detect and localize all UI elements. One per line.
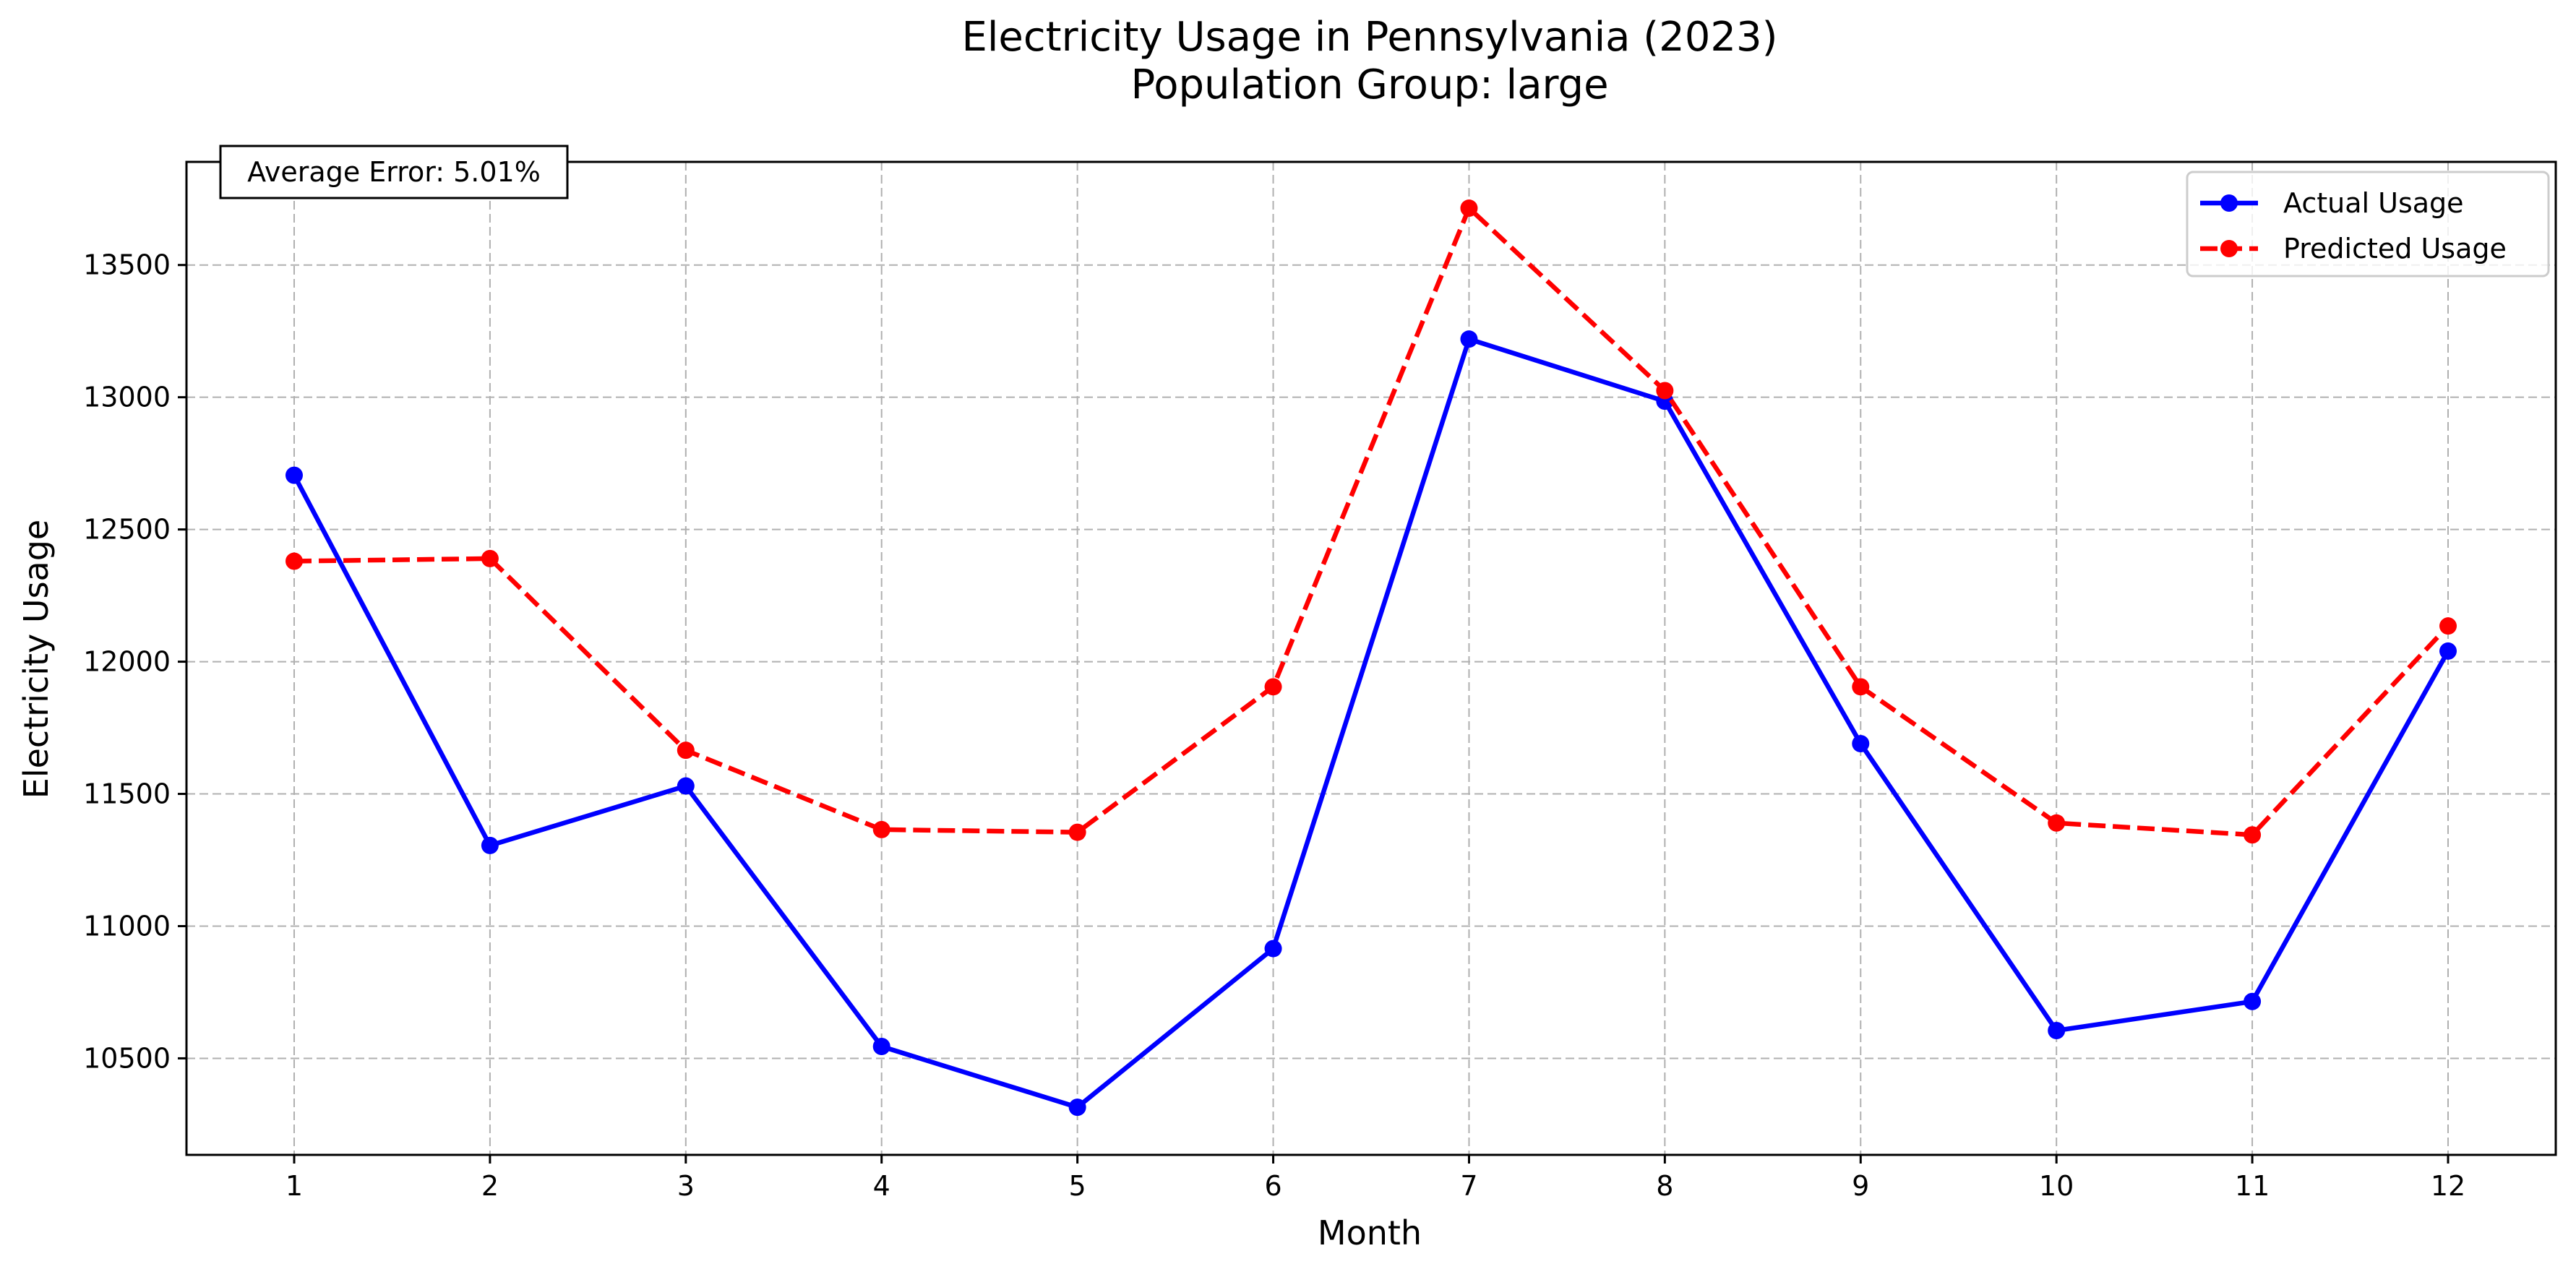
chart-subtitle: Population Group: large xyxy=(1130,61,1608,108)
x-tick-label-2: 2 xyxy=(481,1170,499,1202)
data-point-actual-usage-11 xyxy=(2244,992,2262,1010)
series-predicted-usage xyxy=(285,199,2457,844)
x-axis-label: Month xyxy=(1318,1213,1422,1252)
data-point-predicted-usage-9 xyxy=(1852,678,1870,696)
series-actual-usage xyxy=(285,330,2457,1117)
data-point-predicted-usage-8 xyxy=(1656,382,1674,400)
data-point-predicted-usage-7 xyxy=(1460,199,1478,218)
data-point-actual-usage-9 xyxy=(1852,735,1870,753)
plot-frame xyxy=(185,160,2557,1156)
axes: 1 2 3 4 5 6 7 8 9 10 11 121050011000115001200012500… xyxy=(83,160,2557,1202)
legend-swatch-marker xyxy=(2220,194,2238,212)
data-point-predicted-usage-2 xyxy=(481,549,499,567)
x-tick-label-4: 4 xyxy=(873,1170,890,1202)
legend-item-actual-usage: Actual Usage xyxy=(2200,187,2464,219)
x-tick-label-9: 9 xyxy=(1852,1170,1869,1202)
series-line-actual-usage xyxy=(292,336,2450,1110)
data-point-actual-usage-4 xyxy=(872,1037,890,1055)
data-point-actual-usage-5 xyxy=(1068,1098,1086,1117)
y-tick-label-11000: 11000 xyxy=(83,910,171,942)
average-error-text: Average Error: 5.01% xyxy=(247,156,541,188)
legend-swatch-marker xyxy=(2220,240,2238,257)
error-annotation: Average Error: 5.01% xyxy=(219,145,569,199)
data-point-predicted-usage-10 xyxy=(2048,814,2066,832)
x-tick-label-1: 1 xyxy=(285,1170,303,1202)
x-tick-label-6: 6 xyxy=(1264,1170,1281,1202)
x-tick-label-3: 3 xyxy=(677,1170,695,1202)
x-tick-label-8: 8 xyxy=(1656,1170,1673,1202)
series xyxy=(285,199,2457,1117)
chart-title: Electricity Usage in Pennsylvania (2023) xyxy=(961,14,1777,61)
data-point-predicted-usage-6 xyxy=(1264,678,1282,696)
legend-label-actual-usage: Actual Usage xyxy=(2283,187,2464,219)
y-tick-label-13000: 13000 xyxy=(83,382,171,413)
x-tick-label-11: 11 xyxy=(2235,1170,2270,1202)
data-point-predicted-usage-12 xyxy=(2439,617,2457,635)
data-point-actual-usage-1 xyxy=(285,466,303,484)
legend-label-predicted-usage: Predicted Usage xyxy=(2283,233,2507,265)
x-tick-label-10: 10 xyxy=(2039,1170,2074,1202)
y-tick-label-11500: 11500 xyxy=(83,778,171,810)
y-tick-label-10500: 10500 xyxy=(83,1042,171,1074)
y-tick-label-13500: 13500 xyxy=(83,249,171,281)
data-point-actual-usage-6 xyxy=(1264,940,1282,958)
x-tick-label-12: 12 xyxy=(2431,1170,2465,1202)
legend: Actual Usage Predicted Usage xyxy=(2186,171,2550,278)
data-point-actual-usage-7 xyxy=(1460,330,1478,348)
series-line-predicted-usage xyxy=(293,205,2450,838)
x-tick-label-7: 7 xyxy=(1460,1170,1477,1202)
x-tick-label-5: 5 xyxy=(1069,1170,1086,1202)
data-point-actual-usage-12 xyxy=(2439,642,2457,660)
grid xyxy=(186,162,2556,1155)
data-point-predicted-usage-4 xyxy=(872,820,890,838)
data-point-predicted-usage-11 xyxy=(2244,826,2262,844)
data-point-predicted-usage-3 xyxy=(677,741,695,760)
legend-item-predicted-usage: Predicted Usage xyxy=(2200,233,2507,265)
data-point-actual-usage-2 xyxy=(481,836,499,854)
data-point-actual-usage-10 xyxy=(2048,1022,2066,1040)
y-tick-label-12500: 12500 xyxy=(83,514,171,546)
data-point-predicted-usage-5 xyxy=(1068,823,1086,841)
y-axis-label: Electricity Usage xyxy=(17,520,56,799)
y-tick-label-12000: 12000 xyxy=(83,646,171,678)
data-point-predicted-usage-1 xyxy=(285,552,303,570)
data-point-actual-usage-3 xyxy=(677,777,695,795)
